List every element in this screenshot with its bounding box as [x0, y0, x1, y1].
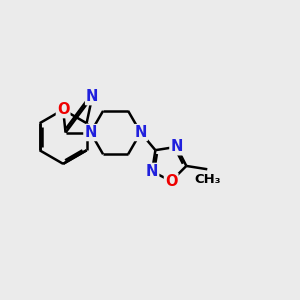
- Text: N: N: [86, 89, 98, 104]
- Text: CH₃: CH₃: [194, 173, 220, 186]
- Text: O: O: [165, 174, 177, 189]
- Text: N: N: [134, 125, 147, 140]
- Text: N: N: [84, 125, 97, 140]
- Text: N: N: [146, 164, 158, 179]
- Text: N: N: [170, 139, 183, 154]
- Text: O: O: [57, 102, 69, 117]
